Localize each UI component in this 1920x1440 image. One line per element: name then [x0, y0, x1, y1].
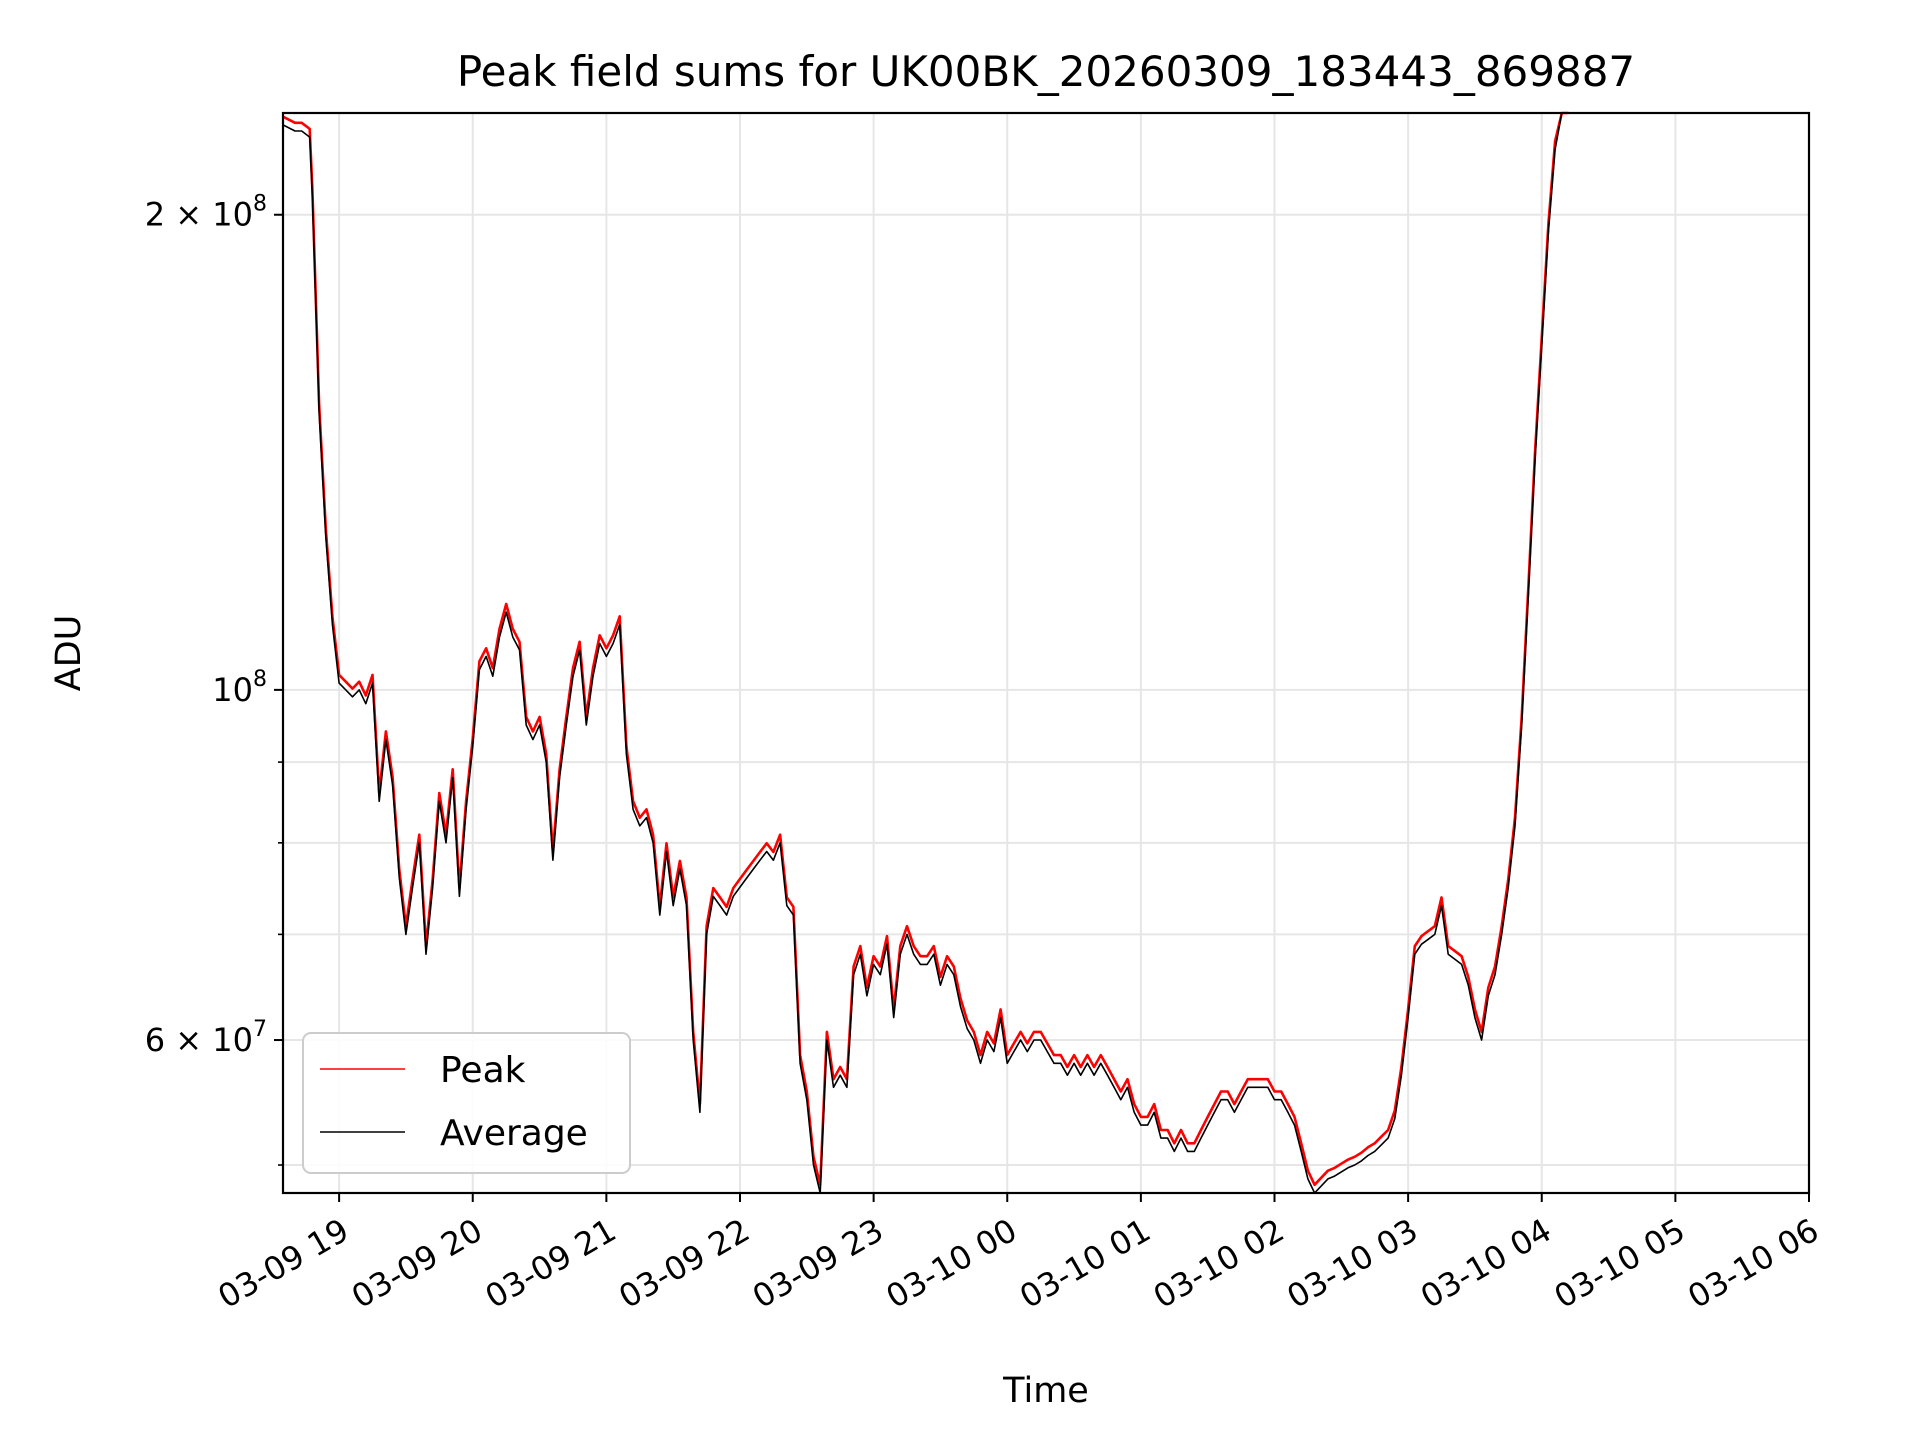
- series-layer: [282, 111, 1569, 1194]
- x-axis-label: Time: [1002, 1371, 1089, 1411]
- chart-title: Peak field sums for UK00BK_20260309_1834…: [457, 47, 1635, 96]
- legend-box: [302, 1032, 631, 1174]
- legend: Peak Average: [302, 1032, 631, 1174]
- y-tick-label: 6 × 107: [145, 1017, 267, 1059]
- y-axis-label: ADU: [49, 615, 89, 692]
- legend-label-peak: Peak: [440, 1050, 526, 1091]
- y-tick-label: 2 × 108: [145, 192, 267, 234]
- legend-label-average: Average: [440, 1113, 588, 1154]
- series-line-average: [282, 112, 1569, 1194]
- y-tick-label: 108: [212, 667, 267, 709]
- series-line-peak: [282, 111, 1569, 1187]
- plot-frame: [281, 111, 1811, 1195]
- y-axis: 6 × 107 108 2 × 108: [145, 192, 283, 1166]
